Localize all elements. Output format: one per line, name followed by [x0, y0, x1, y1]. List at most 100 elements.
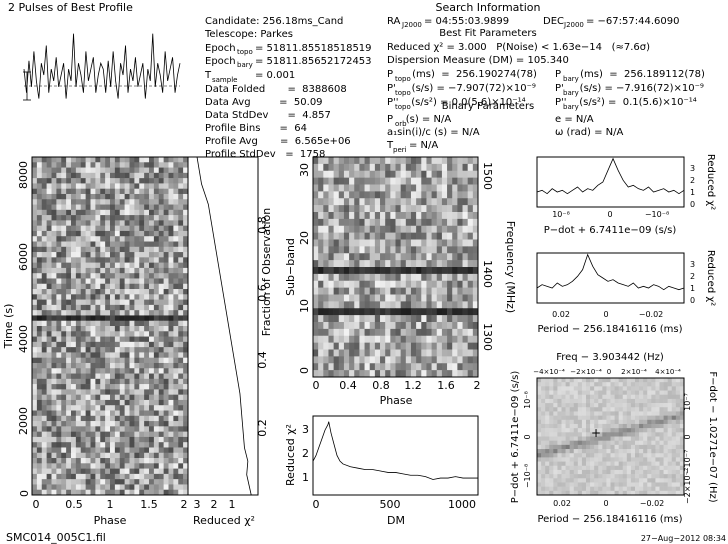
time-phase-cell: [178, 489, 184, 496]
time-phase-cell: [124, 468, 130, 475]
subband-cell: [349, 287, 355, 295]
subband-cell: [374, 356, 381, 364]
time-phase-cell: [51, 289, 57, 295]
subband-cell: [467, 335, 474, 343]
time-phase-cell: [134, 257, 140, 263]
time-phase-cell: [105, 178, 111, 184]
time-phase-cell: [36, 479, 43, 485]
subband-cell: [441, 356, 448, 364]
subband-cell: [416, 301, 422, 309]
time-phase-cell: [129, 442, 135, 448]
time-phase-cell: [66, 278, 72, 285]
time-phase-cell: [110, 241, 116, 248]
subband-cell: [426, 335, 432, 343]
time-phase-cell: [80, 220, 86, 226]
ppdot-cell: [590, 394, 595, 400]
subband-cell: [328, 260, 334, 268]
ppdot-cell: [614, 486, 619, 492]
subband-cell: [472, 232, 479, 240]
ppdot-cell: [586, 449, 591, 454]
time-phase-cell: [75, 230, 82, 237]
time-phase-cell: [134, 304, 140, 311]
time-phase-cell: [32, 352, 38, 358]
ppdot-cell: [602, 419, 607, 425]
subband-cell: [436, 363, 443, 371]
time-phase-cell: [149, 489, 155, 496]
subband-cell: [369, 280, 376, 288]
subband-cell: [395, 308, 401, 316]
time-phase-cell: [46, 384, 52, 390]
subband-cell: [472, 163, 479, 172]
time-phase-cell: [105, 458, 111, 464]
time-phase-cell: [56, 294, 62, 300]
ppdot-cell: [598, 407, 603, 412]
subband-cell: [390, 170, 396, 178]
subband-cell: [410, 253, 417, 261]
time-phase-cell: [129, 410, 135, 417]
subband-cell: [380, 322, 386, 330]
time-phase-cell: [178, 267, 184, 274]
time-phase-cell: [41, 331, 47, 337]
subband-ylabel: Sub−band: [284, 238, 297, 296]
subband-cell: [354, 205, 360, 213]
ppdot-cell: [667, 378, 673, 383]
time-phase-cell: [134, 183, 140, 189]
time-phase-cell: [46, 415, 52, 422]
ppdot-cell: [545, 382, 550, 387]
time-phase-cell: [32, 183, 38, 189]
ppdot-cell: [569, 386, 575, 391]
time-phase-cell: [173, 199, 179, 205]
time-phase-cell: [61, 373, 67, 380]
time-phase-cell: [95, 299, 101, 306]
time-phase-cell: [75, 215, 82, 221]
ppdot-cell: [586, 440, 591, 446]
time-phase-cell: [100, 178, 106, 184]
ppdot-cell: [594, 423, 599, 429]
subband-cell: [410, 356, 417, 364]
ppdot-cell: [586, 386, 591, 391]
dm-ytick-2: 2: [302, 447, 309, 460]
time-phase-cell: [90, 241, 96, 248]
ppdot-cell: [598, 415, 603, 421]
phase-tick-0: 0: [33, 498, 40, 511]
ppdot-cell: [569, 411, 575, 416]
subband-cell: [354, 267, 360, 275]
ppdot-cell: [594, 436, 599, 441]
subband-cell: [338, 370, 345, 378]
time-phase-cell: [153, 479, 160, 485]
ppdot-cell: [663, 440, 668, 446]
subband-cell: [416, 260, 422, 268]
time-phase-cell: [183, 357, 189, 364]
ppdot-cell: [659, 403, 664, 408]
subband-cell: [333, 184, 340, 192]
ppdot-cell: [639, 465, 644, 471]
ppdot-cell: [679, 378, 685, 383]
ppdot-cell: [557, 419, 562, 425]
time-phase-cell: [90, 421, 96, 427]
ppdot-cell: [614, 490, 619, 496]
ppdot-cell: [549, 478, 554, 483]
time-phase-cell: [46, 489, 52, 496]
time-phase-cell: [95, 326, 101, 332]
subband-cell: [447, 349, 453, 357]
time-phase-cell: [85, 384, 91, 390]
time-phase-cell: [163, 468, 169, 475]
time-phase-cell: [178, 442, 184, 448]
subband-cell: [447, 205, 453, 213]
time-phase-cell: [110, 283, 116, 290]
ppdot-cell: [594, 461, 599, 467]
time-phase-cell: [85, 157, 91, 163]
time-phase-cell: [153, 373, 160, 380]
time-phase-cell: [80, 236, 86, 242]
ppdot-cell: [630, 390, 636, 396]
reduced-chi-text: Reduced χ² = 3.000 P(Noise) < 1.63e−14 (…: [387, 42, 650, 53]
time-phase-cell: [163, 442, 169, 448]
ppdot-cell: [577, 436, 583, 441]
time-phase-cell: [119, 241, 125, 248]
time-phase-cell: [85, 241, 91, 248]
subband-cell: [343, 184, 350, 192]
time-phase-cell: [90, 326, 96, 332]
time-phase-cell: [114, 252, 121, 258]
time-phase-cell: [168, 157, 174, 163]
subband-cell: [354, 253, 360, 261]
